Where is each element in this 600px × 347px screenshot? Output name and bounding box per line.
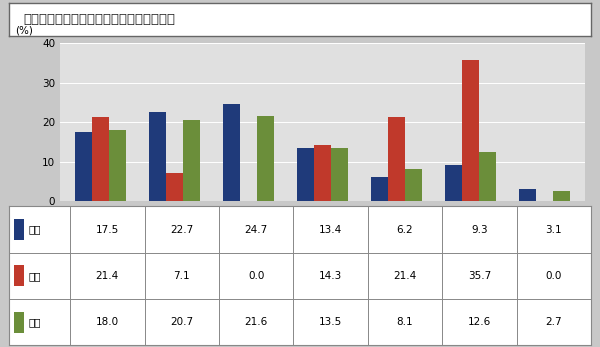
Bar — [149, 112, 166, 201]
Bar — [109, 130, 126, 201]
Text: 35.7: 35.7 — [468, 271, 491, 281]
Text: 6.2: 6.2 — [397, 225, 413, 235]
FancyBboxPatch shape — [14, 312, 24, 332]
Bar — [331, 148, 348, 201]
Text: 21.6: 21.6 — [245, 317, 268, 327]
Text: 20.7: 20.7 — [170, 317, 193, 327]
Text: (%): (%) — [16, 25, 33, 35]
Bar — [479, 152, 496, 201]
Text: ソチ: ソチ — [29, 271, 41, 281]
Text: 0.0: 0.0 — [248, 271, 265, 281]
Text: 7.1: 7.1 — [173, 271, 190, 281]
Text: 14.3: 14.3 — [319, 271, 342, 281]
FancyBboxPatch shape — [14, 265, 24, 286]
Bar — [371, 177, 388, 201]
Bar — [75, 132, 92, 201]
Bar — [445, 164, 462, 201]
Bar — [553, 191, 570, 201]
Text: 21.4: 21.4 — [95, 271, 119, 281]
Text: 17.5: 17.5 — [95, 225, 119, 235]
Bar — [183, 120, 200, 201]
Bar — [388, 117, 405, 201]
Text: 2.7: 2.7 — [545, 317, 562, 327]
Text: 9.3: 9.3 — [471, 225, 488, 235]
Text: 3.1: 3.1 — [545, 225, 562, 235]
FancyBboxPatch shape — [14, 219, 24, 240]
Text: 13.5: 13.5 — [319, 317, 342, 327]
Bar — [92, 117, 109, 201]
Text: 18.0: 18.0 — [96, 317, 119, 327]
Bar — [462, 60, 479, 201]
Text: 0.0: 0.0 — [545, 271, 562, 281]
Text: 24.7: 24.7 — [245, 225, 268, 235]
Text: リオ: リオ — [29, 225, 41, 235]
Text: 12.6: 12.6 — [468, 317, 491, 327]
Bar — [314, 145, 331, 201]
Bar — [257, 116, 274, 201]
Bar — [297, 149, 314, 201]
Bar — [519, 189, 536, 201]
Bar — [166, 173, 183, 201]
Text: 13.4: 13.4 — [319, 225, 342, 235]
Bar — [405, 169, 422, 201]
Text: 22.7: 22.7 — [170, 225, 193, 235]
Text: 21.4: 21.4 — [394, 271, 416, 281]
Bar — [223, 104, 240, 201]
Text: 8.1: 8.1 — [397, 317, 413, 327]
Text: 全体: 全体 — [29, 317, 41, 327]
Text: 一年間に、競技のために個人負担する費用: 一年間に、競技のために個人負担する費用 — [23, 14, 176, 26]
